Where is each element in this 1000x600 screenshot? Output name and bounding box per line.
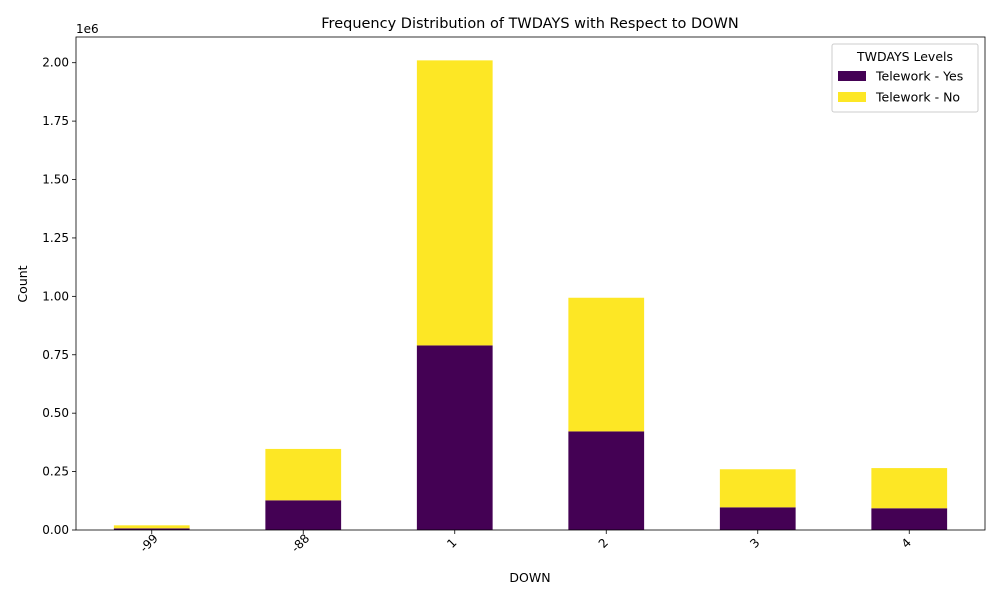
y-tick-label: 0.50 — [42, 406, 69, 420]
y-tick-label: 1.00 — [42, 289, 69, 303]
bar-no-2 — [568, 297, 645, 432]
y-axis-label: Count — [15, 265, 30, 302]
bar-yes--88 — [265, 500, 342, 530]
bar-no--88 — [265, 448, 342, 501]
y-tick-label: 1.50 — [42, 173, 69, 187]
y-tick-label: 0.00 — [42, 523, 69, 537]
bar-yes-1 — [416, 345, 493, 530]
legend: TWDAYS Levels Telework - Yes Telework - N… — [831, 43, 979, 113]
x-tick-label: 1 — [444, 536, 459, 551]
chart-title: Frequency Distribution of TWDAYS with Re… — [321, 16, 738, 32]
y-tick-label: 1.75 — [42, 114, 69, 128]
y-multiplier-label: 1e6 — [76, 22, 99, 36]
bar-yes--99 — [113, 528, 190, 530]
legend-label-yes: Telework - Yes — [875, 69, 963, 84]
plot-area: -99 -88 1 2 3 4 0.00 0.25 0.50 0.75 1.00 1.25 1.50 1.… — [42, 36, 986, 555]
bar-yes-3 — [719, 507, 796, 530]
legend-title: TWDAYS Levels — [856, 49, 953, 64]
legend-label-no: Telework - No — [875, 90, 960, 105]
legend-box — [831, 43, 979, 113]
x-tick-label: 3 — [747, 536, 762, 551]
bar-no--99 — [113, 525, 190, 529]
y-tick-label: 0.25 — [42, 465, 69, 479]
bar-no-4 — [871, 468, 948, 509]
x-axis-label: DOWN — [509, 570, 550, 585]
x-tick-label: -99 — [137, 531, 161, 555]
x-tick-label: 4 — [899, 536, 914, 551]
y-tick-label: 2.00 — [42, 56, 69, 70]
y-tick-label: 0.75 — [42, 348, 69, 362]
bar-yes-2 — [568, 431, 645, 530]
x-tick-label: 2 — [596, 536, 611, 551]
bar-no-3 — [719, 469, 796, 508]
axes-frame — [75, 36, 986, 531]
legend-swatch-yes — [838, 71, 866, 81]
y-tick-label: 1.25 — [42, 231, 69, 245]
legend-swatch-no — [838, 92, 866, 102]
bar-yes-4 — [871, 508, 948, 530]
bar-no-1 — [416, 60, 493, 346]
x-tick-label: -88 — [289, 531, 313, 555]
